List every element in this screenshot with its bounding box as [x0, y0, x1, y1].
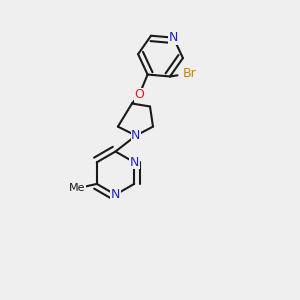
Text: O: O: [134, 88, 144, 101]
Text: N: N: [131, 129, 141, 142]
Text: Br: Br: [183, 67, 196, 80]
Text: Me: Me: [69, 183, 85, 194]
Text: N: N: [111, 188, 120, 201]
Text: N: N: [169, 31, 178, 44]
Text: N: N: [130, 156, 139, 169]
